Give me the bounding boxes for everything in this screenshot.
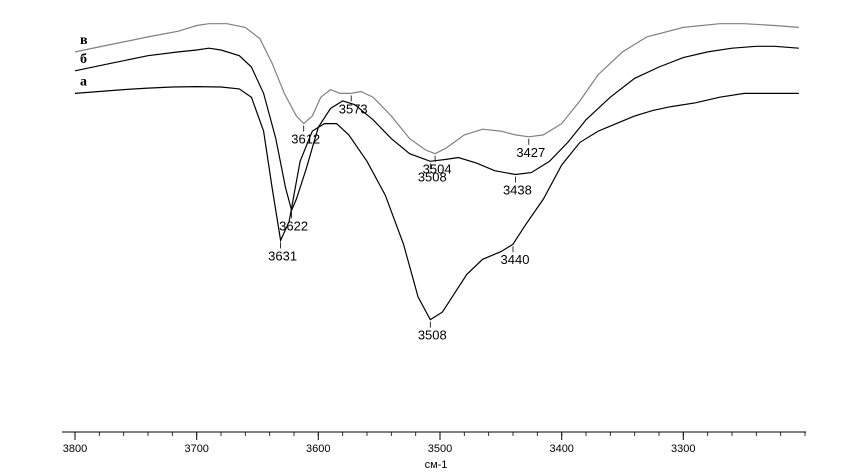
x-axis-ticks: 3800 3700 3600 3500 3400 3300 [63,432,806,455]
peak-label-2: 3504 [423,162,452,177]
x-tick-label-0: 3800 [63,443,87,455]
x-tick-label-4: 3400 [549,443,573,455]
x-tick-label-1: 3700 [184,443,208,455]
series-line-0 [74,85,799,321]
x-axis-title: см-1 [425,459,448,471]
peak-label-8: 3440 [501,252,530,267]
series-label-1: б [80,52,87,67]
peak-label-5: 3508 [418,169,447,184]
x-tick-label-3: 3500 [428,443,452,455]
series-line-1 [74,45,799,213]
x-axis: 3800 3700 3600 3500 3400 3300 см-1 [62,431,806,471]
peak-label-6: 3438 [503,183,532,198]
peak-label-1: 3573 [339,101,368,116]
x-tick-label-5: 3300 [671,443,695,455]
peak-label-4: 3622 [279,218,308,233]
peak-label-7: 3631 [268,248,297,263]
peak-label-9: 3508 [418,328,447,343]
peak-labels: 3612 3573 3504 3427 3622 3508 3438 3631 3440 3508 [268,95,545,343]
series-label-0: а [80,74,87,89]
series-label-2: в [80,33,88,48]
series-line-2 [74,23,799,155]
peak-label-3: 3427 [516,145,545,160]
peak-label-0: 3612 [291,132,320,147]
x-tick-label-2: 3600 [306,443,330,455]
spectrum-curves [74,23,799,321]
series-labels: абв [80,33,88,90]
